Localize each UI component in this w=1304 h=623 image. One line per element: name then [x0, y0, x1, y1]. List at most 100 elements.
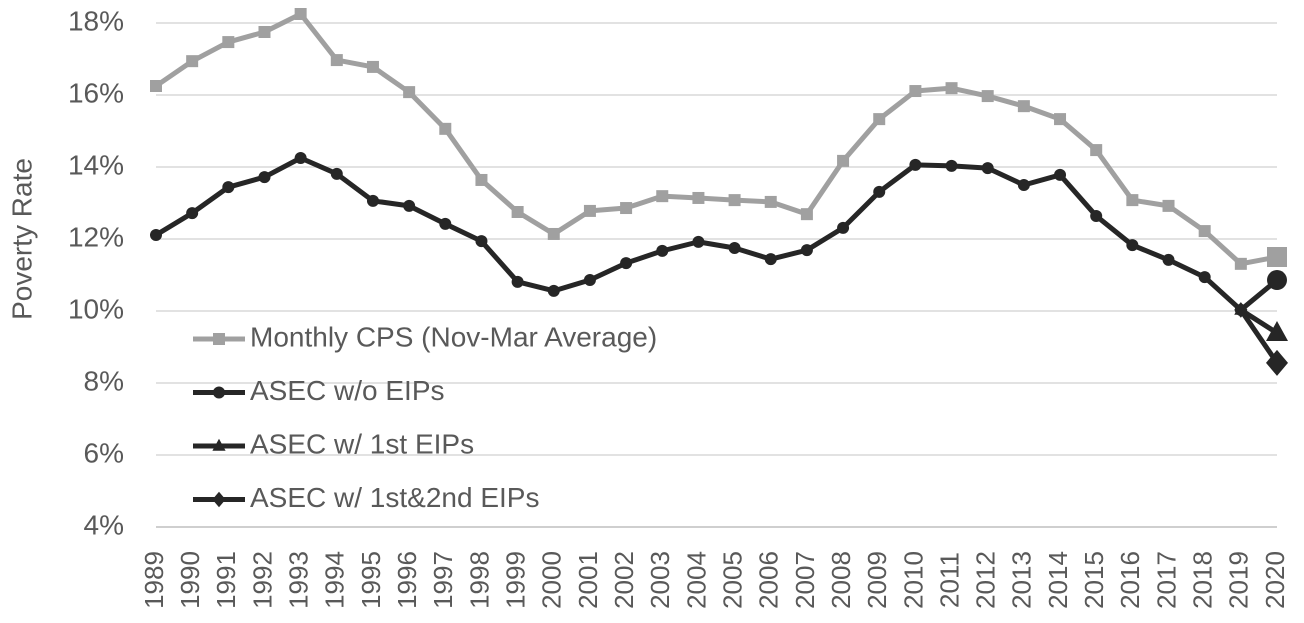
x-tick-label: 2019	[1224, 551, 1254, 609]
point-marker	[656, 190, 669, 203]
point-marker	[1017, 179, 1030, 191]
point-marker	[981, 162, 994, 175]
series-line	[1238, 308, 1280, 365]
x-tick-label: 2016	[1115, 551, 1145, 609]
x-tick-label: 1992	[247, 551, 277, 609]
point-marker	[186, 55, 199, 68]
point-marker	[439, 217, 452, 230]
point-marker	[1198, 271, 1211, 284]
point-marker	[475, 173, 488, 186]
point-marker	[1267, 247, 1287, 267]
point-marker	[583, 204, 596, 217]
point-marker	[656, 244, 669, 257]
y-tick-label: 12%	[68, 221, 124, 252]
point-marker	[330, 167, 343, 180]
x-tick-label: 1989	[139, 551, 169, 609]
point-marker	[511, 275, 524, 288]
point-marker	[1090, 144, 1103, 157]
y-tick-label: 6%	[84, 437, 124, 468]
x-tick-label: 2017	[1151, 551, 1181, 609]
point-marker	[837, 221, 850, 234]
legend-label: ASEC w/o EIPs	[250, 375, 445, 406]
x-tick-label: 1997	[428, 551, 458, 609]
point-marker	[981, 90, 994, 103]
point-marker	[1162, 253, 1175, 266]
point-marker	[873, 185, 886, 198]
x-tick-label: 2003	[645, 551, 675, 609]
point-marker	[222, 181, 235, 194]
legend-label: ASEC w/ 1st EIPs	[250, 428, 474, 459]
point-marker	[800, 244, 813, 257]
point-marker	[511, 206, 524, 218]
point-marker	[764, 195, 777, 208]
point-marker	[1054, 168, 1067, 181]
legend-swatch-marker	[212, 438, 226, 451]
x-tick-label: 2011	[934, 552, 964, 608]
x-tick-label: 2007	[790, 551, 820, 609]
point-marker	[837, 154, 850, 167]
point-marker	[945, 82, 958, 95]
legend-swatch-marker	[213, 333, 225, 345]
x-tick-label: 1990	[175, 551, 205, 609]
point-marker	[403, 199, 416, 212]
point-marker	[1090, 209, 1103, 222]
x-tick-label: 2009	[862, 551, 892, 609]
x-tick-label: 2018	[1188, 551, 1218, 609]
point-marker	[873, 113, 886, 126]
point-marker	[1054, 113, 1067, 126]
x-tick-label: 2020	[1260, 551, 1290, 609]
point-marker	[1234, 302, 1248, 318]
y-tick-label: 8%	[84, 365, 124, 396]
point-marker	[692, 191, 705, 204]
x-tick-label: 1993	[284, 551, 314, 609]
point-marker	[692, 235, 705, 248]
x-tick-label: 1996	[392, 551, 422, 609]
point-marker	[403, 86, 416, 99]
point-marker	[1126, 194, 1139, 207]
x-tick-label: 2013	[1007, 551, 1037, 609]
point-marker	[620, 257, 633, 270]
legend-label: ASEC w/ 1st&2nd EIPs	[250, 482, 539, 513]
point-marker	[1266, 320, 1288, 341]
x-tick-label: 1998	[464, 551, 494, 609]
x-tick-label: 2015	[1079, 551, 1109, 609]
x-tick-label: 2001	[573, 551, 603, 609]
series-line	[154, 155, 1279, 313]
point-marker	[439, 122, 452, 135]
x-tick-label: 2008	[826, 551, 856, 609]
legend-swatch-marker	[213, 386, 225, 399]
y-tick-label: 16%	[68, 77, 124, 108]
point-marker	[1267, 270, 1287, 291]
point-marker	[909, 85, 922, 98]
x-tick-label: 1994	[320, 551, 350, 609]
point-marker	[475, 235, 488, 248]
point-marker	[728, 242, 741, 254]
point-marker	[1126, 239, 1139, 252]
x-tick-label: 2004	[681, 551, 711, 609]
y-tick-label: 14%	[68, 149, 124, 180]
point-marker	[909, 158, 922, 171]
point-marker	[294, 8, 307, 20]
point-marker	[366, 194, 379, 207]
point-marker	[1017, 100, 1030, 113]
point-marker	[258, 171, 271, 184]
x-tick-label: 2012	[971, 551, 1001, 609]
point-marker	[222, 36, 235, 49]
x-tick-label: 2002	[609, 551, 639, 609]
point-marker	[294, 152, 307, 164]
point-marker	[1234, 257, 1247, 270]
point-marker	[186, 207, 199, 220]
point-marker	[728, 194, 741, 207]
point-marker	[150, 80, 162, 92]
point-marker	[330, 54, 343, 67]
point-marker	[258, 26, 271, 38]
x-tick-label: 2006	[754, 551, 784, 609]
point-marker	[583, 274, 596, 287]
x-tick-label: 1995	[356, 551, 386, 609]
x-tick-label: 1991	[211, 551, 241, 609]
series-line	[154, 11, 1278, 267]
point-marker	[547, 284, 560, 297]
point-marker	[547, 227, 560, 240]
x-tick-label: 2005	[717, 551, 747, 609]
